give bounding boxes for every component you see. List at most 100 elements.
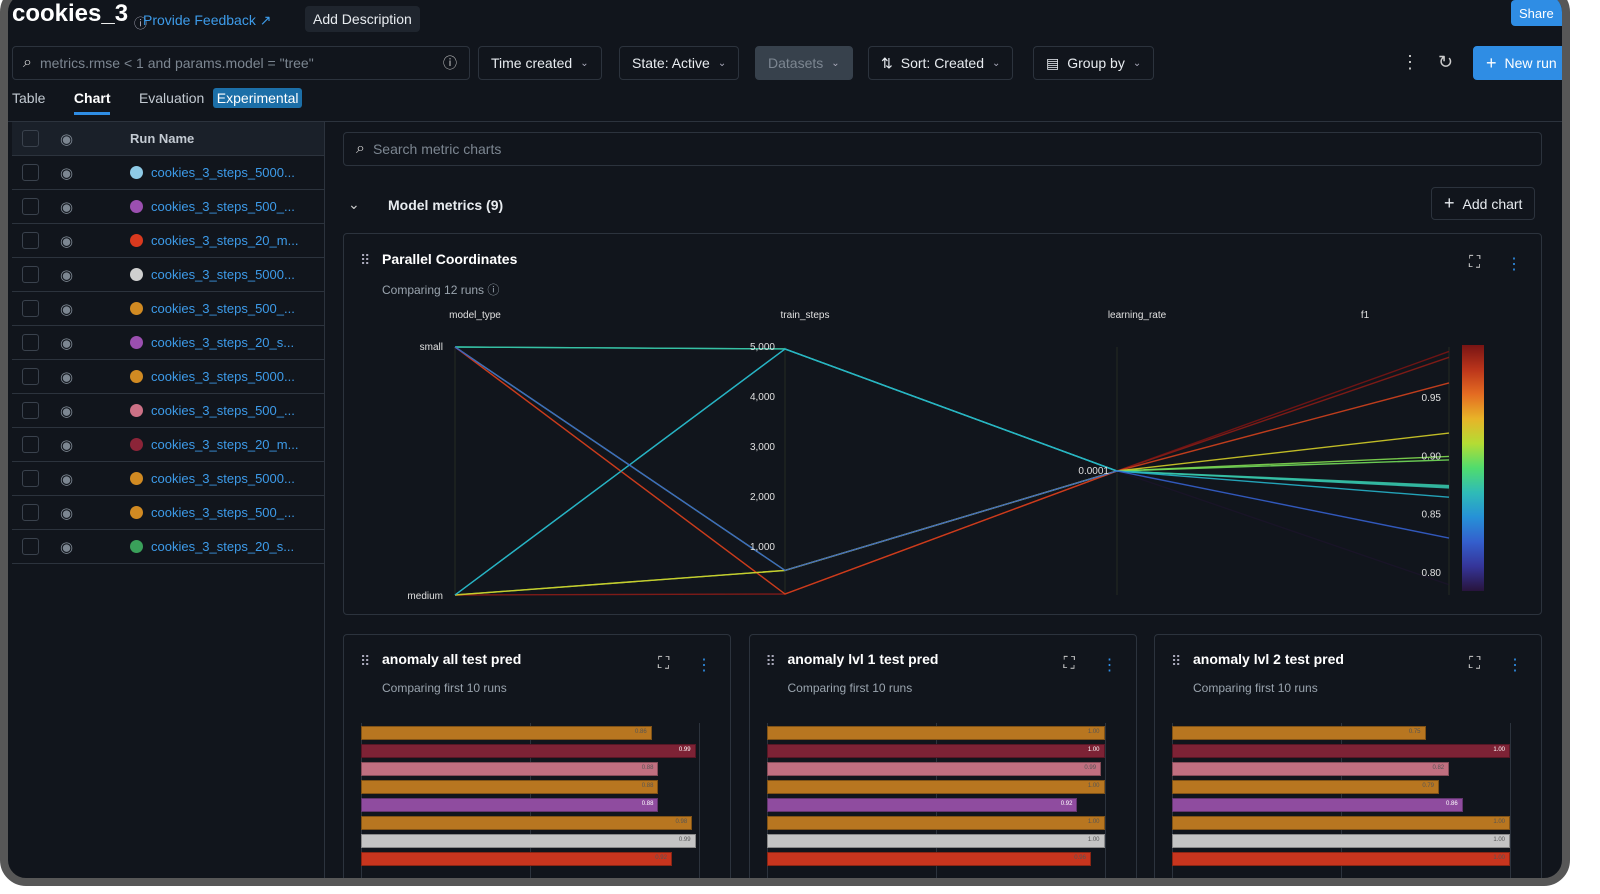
eye-icon[interactable]: ◉ [60, 402, 74, 420]
run-row[interactable]: ◉ cookies_3_steps_5000... [12, 258, 324, 292]
parallel-coordinates-plot[interactable]: model_type train_steps learning_rate f1 smal… [344, 234, 1543, 616]
run-name-link[interactable]: cookies_3_steps_500_... [151, 403, 295, 418]
eye-icon[interactable]: ◉ [60, 436, 74, 454]
eye-icon[interactable]: ◉ [60, 266, 74, 284]
run-checkbox[interactable] [22, 300, 39, 317]
bar[interactable]: 1.00 [1172, 816, 1510, 830]
run-row[interactable]: ◉ cookies_3_steps_500_... [12, 190, 324, 224]
kebab-menu-icon[interactable]: ⋮ [696, 657, 712, 674]
bar[interactable]: 1.00 [766, 744, 1105, 758]
info-icon[interactable]: ⓘ [487, 283, 500, 297]
add-description-button[interactable]: Add Description [305, 6, 420, 32]
run-row[interactable]: ◉ cookies_3_steps_20_m... [12, 428, 324, 462]
run-name-link[interactable]: cookies_3_steps_20_m... [151, 437, 299, 452]
run-name-link[interactable]: cookies_3_steps_5000... [151, 471, 295, 486]
tab-chart[interactable]: Chart [73, 90, 111, 115]
run-checkbox[interactable] [22, 334, 39, 351]
run-name-link[interactable]: cookies_3_steps_500_... [151, 505, 295, 520]
bar[interactable]: 0.86 [1172, 798, 1463, 812]
drag-handle-icon[interactable]: ⠿ [360, 252, 370, 268]
drag-handle-icon[interactable]: ⠿ [765, 653, 776, 669]
drag-handle-icon[interactable]: ⠿ [360, 653, 370, 669]
tab-evaluation[interactable]: Evaluation [138, 90, 205, 106]
bar[interactable]: 1.00 [1172, 834, 1510, 848]
tab-table[interactable]: Table [12, 90, 46, 106]
refresh-icon[interactable]: ↻ [1438, 52, 1454, 72]
drag-handle-icon[interactable]: ⠿ [1171, 653, 1181, 669]
select-all-checkbox[interactable] [22, 130, 39, 147]
run-checkbox[interactable] [22, 538, 39, 555]
bar[interactable]: 0.92 [766, 798, 1078, 812]
metric-chart-search[interactable]: ⌕ Search metric charts [343, 132, 1542, 166]
group-by-dropdown[interactable]: ▤ Group by ⌄ [1033, 46, 1155, 80]
bar[interactable]: 1.00 [1172, 852, 1510, 866]
bar[interactable]: 0.88 [361, 780, 659, 794]
eye-icon[interactable]: ◉ [60, 504, 74, 522]
time-created-dropdown[interactable]: Time created ⌄ [478, 46, 602, 80]
bar[interactable]: 1.00 [766, 780, 1105, 794]
state-dropdown[interactable]: State: Active ⌄ [619, 46, 740, 80]
bar[interactable]: 1.00 [766, 726, 1105, 740]
run-row[interactable]: ◉ cookies_3_steps_500_... [12, 292, 324, 326]
run-name-link[interactable]: cookies_3_steps_500_... [151, 199, 295, 214]
fullscreen-icon[interactable]: ⛶ [1063, 655, 1075, 672]
run-row[interactable]: ◉ cookies_3_steps_20_s... [12, 530, 324, 564]
eye-icon[interactable]: ◉ [60, 470, 74, 488]
run-checkbox[interactable] [22, 164, 39, 181]
share-button[interactable]: Share [1511, 0, 1562, 26]
run-row[interactable]: ◉ cookies_3_steps_5000... [12, 360, 324, 394]
run-checkbox[interactable] [22, 198, 39, 215]
bar[interactable]: 0.99 [766, 762, 1102, 776]
eye-icon[interactable]: ◉ [60, 232, 74, 250]
provide-feedback-link[interactable]: Provide Feedback ↗ [143, 12, 271, 29]
run-checkbox[interactable] [22, 436, 39, 453]
fullscreen-icon[interactable]: ⛶ [1469, 655, 1481, 672]
run-name-link[interactable]: cookies_3_steps_5000... [151, 369, 295, 384]
eye-icon[interactable]: ◉ [60, 300, 74, 318]
add-chart-button[interactable]: + Add chart [1431, 187, 1536, 220]
kebab-menu-icon[interactable]: ⋮ [1401, 52, 1419, 72]
kebab-menu-icon[interactable]: ⋮ [1101, 657, 1118, 674]
info-icon[interactable]: ⓘ [134, 16, 148, 31]
run-checkbox[interactable] [22, 232, 39, 249]
eye-icon[interactable]: ◉ [60, 538, 74, 556]
run-name-link[interactable]: cookies_3_steps_20_s... [151, 539, 295, 554]
run-name-link[interactable]: cookies_3_steps_5000... [151, 165, 295, 180]
run-row[interactable]: ◉ cookies_3_steps_500_... [12, 394, 324, 428]
run-name-link[interactable]: cookies_3_steps_20_s... [151, 335, 295, 350]
eye-icon[interactable]: ◉ [60, 198, 74, 216]
eye-icon[interactable]: ◉ [60, 130, 74, 148]
run-search-input[interactable]: ⌕ metrics.rmse < 1 and params.model = "tr… [12, 46, 470, 80]
new-run-button[interactable]: + New run [1473, 46, 1562, 80]
collapse-chevron-icon[interactable]: ⌄ [348, 196, 360, 212]
bar[interactable]: 0.99 [361, 834, 696, 848]
run-checkbox[interactable] [22, 266, 39, 283]
run-name-link[interactable]: cookies_3_steps_500_... [151, 301, 295, 316]
kebab-menu-icon[interactable]: ⋮ [1507, 657, 1523, 674]
bar[interactable]: 0.99 [361, 744, 696, 758]
run-row[interactable]: ◉ cookies_3_steps_20_s... [12, 326, 324, 360]
datasets-dropdown[interactable]: Datasets ⌄ [755, 46, 853, 80]
run-checkbox[interactable] [22, 470, 39, 487]
bar[interactable]: 0.79 [1172, 780, 1440, 794]
fullscreen-icon[interactable]: ⛶ [1469, 254, 1481, 271]
info-icon[interactable]: ⓘ [443, 55, 457, 71]
eye-icon[interactable]: ◉ [60, 368, 74, 386]
run-checkbox[interactable] [22, 402, 39, 419]
bar[interactable]: 0.88 [361, 762, 659, 776]
run-name-link[interactable]: cookies_3_steps_5000... [151, 267, 295, 282]
bar[interactable]: 0.96 [766, 852, 1091, 866]
run-row[interactable]: ◉ cookies_3_steps_5000... [12, 462, 324, 496]
kebab-menu-icon[interactable]: ⋮ [1506, 256, 1522, 273]
run-row[interactable]: ◉ cookies_3_steps_20_m... [12, 224, 324, 258]
bar[interactable]: 0.75 [1172, 726, 1426, 740]
fullscreen-icon[interactable]: ⛶ [658, 655, 670, 672]
run-row[interactable]: ◉ cookies_3_steps_500_... [12, 496, 324, 530]
run-row[interactable]: ◉ cookies_3_steps_5000... [12, 156, 324, 190]
bar[interactable]: 1.00 [766, 816, 1105, 830]
bar[interactable]: 1.00 [1172, 744, 1510, 758]
run-checkbox[interactable] [22, 368, 39, 385]
bar[interactable]: 0.82 [1172, 762, 1450, 776]
bar[interactable]: 0.86 [361, 726, 652, 740]
sort-dropdown[interactable]: ⇅ Sort: Created ⌄ [868, 46, 1014, 80]
